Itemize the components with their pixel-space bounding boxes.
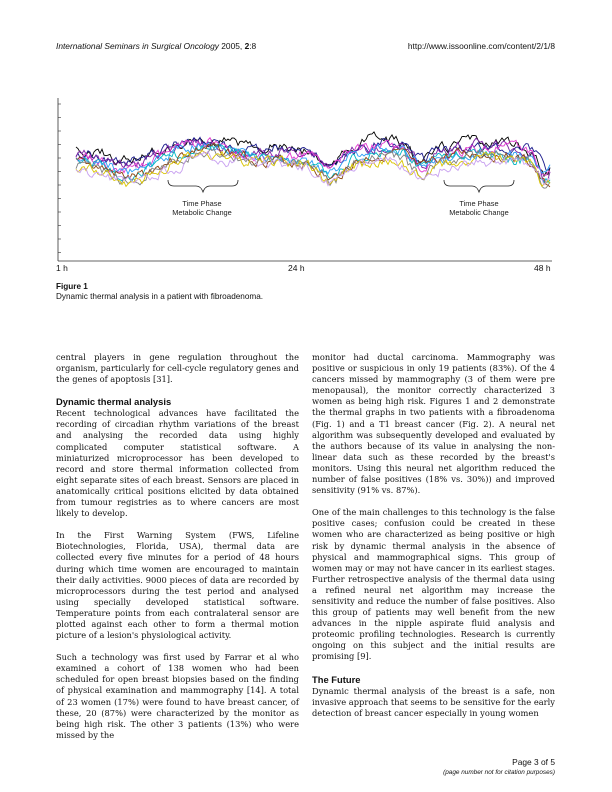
heading-the-future: The Future [312,673,361,685]
x-label-start: 1 h [56,263,68,273]
page-number: Page 3 of 5 [512,757,555,767]
thermal-series-6 [75,143,551,184]
article-url[interactable]: http://www.issoonline.com/content/2/1/8 [407,41,555,51]
time-phase-annotation-1: Time Phase Metabolic Change [167,179,239,217]
annotation-1-line2: Metabolic Change [172,208,232,217]
time-phase-annotation-2: Time Phase Metabolic Change [443,179,515,217]
paragraph-farrar: Such a technology was first used by Farr… [56,652,299,740]
x-label-mid: 24 h [288,263,305,273]
journal-year: 2005, [218,41,245,51]
journal-name: International Seminars in Surgical Oncol… [56,41,219,51]
annotation-bracket-1 [167,179,239,194]
annotation-1-line1: Time Phase [182,199,221,208]
figure-caption: Dynamic thermal analysis in a patient wi… [56,292,264,301]
left-column: central players in gene regulation throu… [56,352,299,752]
thermal-series-4 [75,136,551,176]
thermal-series-8 [75,147,551,189]
x-label-end: 48 h [534,263,551,273]
thermal-series-10 [75,150,551,187]
journal-citation: International Seminars in Surgical Oncol… [56,41,256,51]
heading-dynamic-thermal-analysis: Dynamic thermal analysis [56,396,172,408]
paragraph-fws: In the First Warning System (FWS, Lifeli… [56,530,299,641]
citation-note: (page number not for citation purposes) [443,769,555,776]
figure-title: Figure 1 [56,282,88,291]
thermal-series-5 [75,142,551,176]
right-column: monitor had ductal carcinoma. Mammograph… [312,352,555,730]
thermal-graph: Time Phase Metabolic Change Time Phase M… [57,98,552,262]
thermal-series-group [75,131,551,189]
paragraph-mammography: monitor had ductal carcinoma. Mammograph… [312,352,555,496]
paragraph-challenges: One of the main challenges to this techn… [312,507,555,662]
paragraph-continuation: central players in gene regulation throu… [56,352,299,385]
annotation-bracket-2 [443,179,515,194]
annotation-2-line2: Metabolic Change [449,208,509,217]
annotation-2-line1: Time Phase [459,199,498,208]
paragraph-future: Dynamic thermal analysis of the breast i… [312,685,555,718]
journal-volume: 2 [244,41,250,51]
graph-y-ticks [58,103,61,253]
paragraph-technology: Recent technological advances have facil… [56,408,299,519]
article-number: :8 [249,41,257,51]
